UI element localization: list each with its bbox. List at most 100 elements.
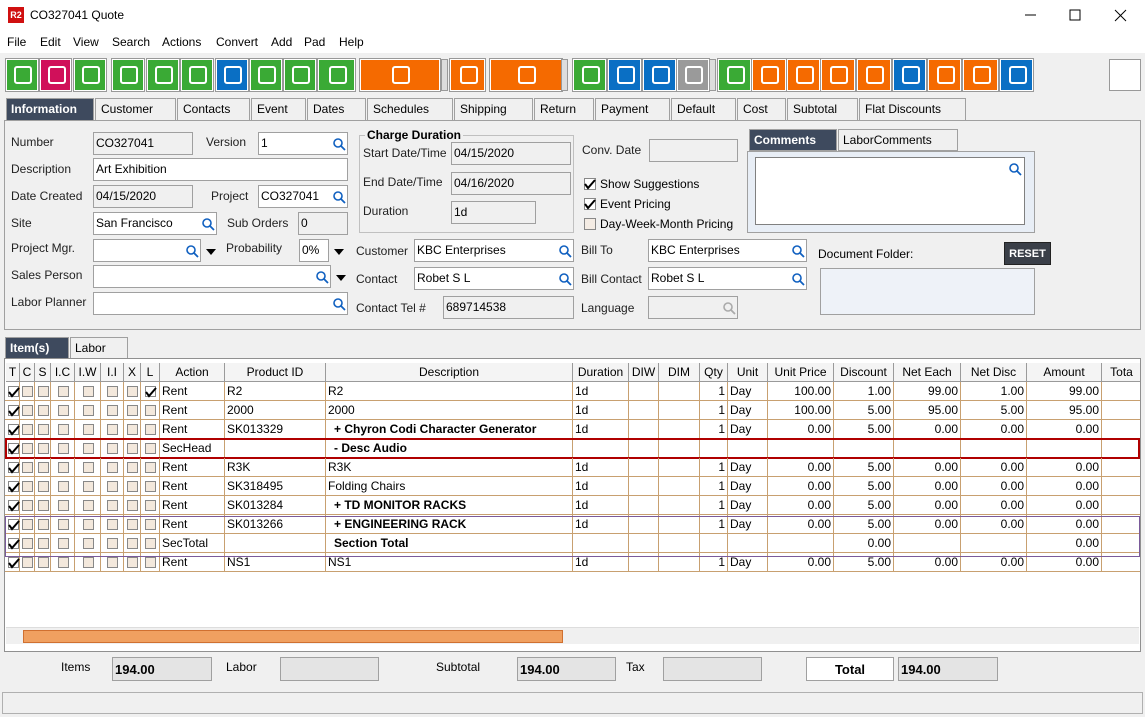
comment-tab[interactable]: Comments (749, 129, 837, 151)
toolbar-button[interactable] (572, 58, 607, 92)
row-checkbox[interactable] (83, 500, 94, 511)
row-checkbox[interactable] (7, 518, 21, 532)
toolbar-button[interactable] (892, 58, 927, 92)
toolbar-button[interactable] (73, 58, 107, 92)
tab[interactable]: Cost (737, 98, 786, 120)
toolbar-button[interactable] (111, 58, 145, 92)
row-checkbox[interactable] (7, 480, 21, 494)
menu-item[interactable]: Search (112, 35, 151, 49)
tab[interactable]: Event (251, 98, 306, 120)
column-header[interactable]: Unit (728, 363, 768, 382)
row-checkbox[interactable] (127, 481, 138, 492)
row-checkbox[interactable] (58, 424, 69, 435)
column-header[interactable]: C (20, 363, 35, 382)
toolbar-button[interactable] (359, 58, 441, 92)
row-checkbox[interactable] (58, 519, 69, 530)
row-checkbox[interactable] (58, 538, 69, 549)
row-checkbox[interactable] (38, 405, 49, 416)
column-header[interactable]: Product ID (225, 363, 326, 382)
row-checkbox[interactable] (127, 443, 138, 454)
row-checkbox[interactable] (107, 424, 118, 435)
checkbox[interactable] (584, 218, 596, 230)
menu-item[interactable]: Pad (304, 35, 326, 49)
tab[interactable]: Contacts (177, 98, 250, 120)
toolbar-button[interactable] (215, 58, 249, 92)
toolbar-button[interactable] (489, 58, 563, 92)
search-icon[interactable] (791, 244, 805, 258)
row-checkbox[interactable] (22, 386, 33, 397)
check-mark[interactable] (7, 385, 21, 399)
row-checkbox[interactable] (145, 519, 156, 530)
row-checkbox[interactable] (58, 405, 69, 416)
row-checkbox[interactable] (83, 386, 94, 397)
column-header[interactable]: Tota (1102, 363, 1140, 382)
row-checkbox[interactable] (127, 500, 138, 511)
grid-row[interactable]: Rent R2 R2 1d 1 Day 100.00 1.00 99.00 1.00 99.00 (5, 382, 1140, 401)
row-checkbox[interactable] (127, 424, 138, 435)
document-folder-box[interactable] (820, 268, 1035, 315)
input-field[interactable] (93, 265, 331, 288)
column-header[interactable]: Net Each (894, 363, 961, 382)
row-checkbox[interactable] (127, 405, 138, 416)
toolbar-button[interactable] (39, 58, 72, 92)
row-checkbox[interactable] (7, 499, 21, 513)
grid-row[interactable]: Rent NS1 NS1 1d 1 Day 0.00 5.00 0.00 0.00 0.00 (5, 553, 1140, 572)
row-checkbox[interactable] (145, 386, 157, 398)
row-checkbox[interactable] (38, 443, 49, 454)
search-icon[interactable] (1008, 162, 1022, 176)
toolbar-dropdown[interactable] (441, 59, 448, 91)
row-checkbox[interactable] (22, 519, 33, 530)
input-field[interactable]: 0% (299, 239, 329, 262)
check-mark[interactable] (7, 499, 21, 513)
tab[interactable]: Dates (307, 98, 366, 120)
row-checkbox[interactable] (38, 462, 49, 473)
row-checkbox[interactable] (22, 500, 33, 511)
toolbar-button[interactable] (180, 58, 214, 92)
input-field[interactable] (93, 239, 201, 262)
column-header[interactable]: Duration (573, 363, 629, 382)
tab[interactable]: Payment (595, 98, 670, 120)
grid-row[interactable]: Rent R3K R3K 1d 1 Day 0.00 5.00 0.00 0.00 0.00 (5, 458, 1140, 477)
comment-tab[interactable]: LaborComments (838, 129, 958, 151)
row-checkbox[interactable] (22, 424, 33, 435)
checkbox[interactable] (584, 178, 596, 190)
row-checkbox[interactable] (22, 405, 33, 416)
check-mark[interactable] (7, 537, 21, 551)
check-mark[interactable] (7, 556, 21, 570)
column-header[interactable]: Unit Price (768, 363, 834, 382)
input-field[interactable]: CO327041 (93, 132, 193, 155)
toolbar-button[interactable] (820, 58, 856, 92)
toolbar-button[interactable] (676, 58, 710, 92)
toolbar-button[interactable] (249, 58, 283, 92)
row-checkbox[interactable] (127, 538, 138, 549)
tab[interactable]: Return (534, 98, 594, 120)
check-mark[interactable] (7, 518, 21, 532)
toolbar-button[interactable] (751, 58, 787, 92)
comments-text[interactable] (755, 157, 1025, 225)
tab[interactable]: Schedules (367, 98, 453, 120)
row-checkbox[interactable] (107, 443, 118, 454)
row-checkbox[interactable] (8, 424, 20, 436)
column-header[interactable]: Net Disc (961, 363, 1027, 382)
input-field[interactable]: 0 (298, 212, 348, 235)
window-controls[interactable] (1005, 0, 1145, 31)
row-checkbox[interactable] (38, 519, 49, 530)
check-mark[interactable] (7, 442, 21, 456)
row-checkbox[interactable] (127, 519, 138, 530)
check-mark[interactable] (7, 404, 21, 418)
row-checkbox[interactable] (107, 500, 118, 511)
check-mark[interactable] (7, 480, 21, 494)
toolbar-button[interactable] (449, 58, 486, 92)
row-checkbox[interactable] (145, 405, 156, 416)
checkbox[interactable] (584, 198, 596, 210)
input-field[interactable]: San Francisco (93, 212, 217, 235)
row-checkbox[interactable] (107, 481, 118, 492)
row-checkbox[interactable] (83, 462, 94, 473)
horizontal-scrollbar[interactable] (6, 627, 1139, 644)
search-icon[interactable] (332, 297, 346, 311)
row-checkbox[interactable] (107, 386, 118, 397)
reset-button[interactable]: RESET (1004, 242, 1051, 265)
search-icon[interactable] (185, 244, 199, 258)
row-checkbox[interactable] (38, 386, 49, 397)
input-field[interactable]: 1d (451, 201, 536, 224)
